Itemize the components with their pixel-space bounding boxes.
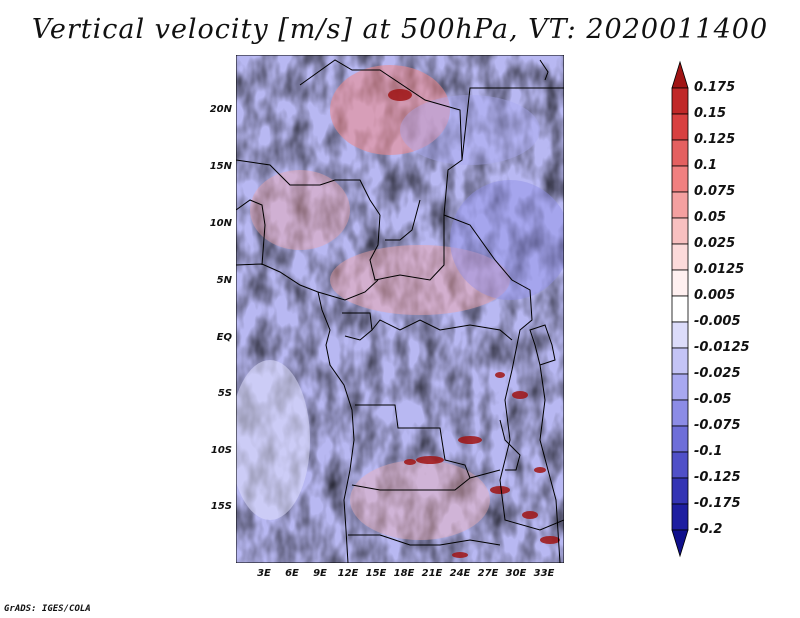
lon-label: 18E (393, 568, 415, 579)
lon-label: 27E (477, 568, 499, 579)
colorbar-bin (671, 425, 689, 453)
colorbar-bin (671, 347, 689, 375)
colorbar-label: 0.15 (694, 106, 727, 121)
colorbar-bin (671, 477, 689, 505)
colorbar-bin (671, 321, 689, 349)
lat-label: 15N (209, 161, 232, 172)
colorbar-label: -0.05 (694, 392, 732, 407)
country-borders (236, 59, 564, 563)
colorbar-label: -0.125 (694, 470, 741, 485)
lon-label: 24E (449, 568, 471, 579)
colorbar-bin (671, 269, 689, 297)
colorbar-label: 0.05 (694, 210, 727, 225)
colorbar-label: 0.1 (694, 158, 718, 173)
chart-title: Vertical velocity [m/s] at 500hPa, VT: 2… (31, 14, 769, 45)
lat-label: 5N (216, 275, 232, 286)
colorbar-bin (671, 451, 689, 479)
colorbar-bin (671, 243, 689, 271)
colorbar-bin (671, 399, 689, 427)
colorbar-label: -0.0125 (694, 340, 750, 355)
colorbar-label: 0.025 (694, 236, 736, 251)
colorbar-bin (671, 87, 689, 115)
colorbar-bin (671, 295, 689, 323)
colorbar-bin (671, 60, 689, 89)
colorbar-label: 0.175 (694, 80, 736, 95)
colorbar-bin (671, 373, 689, 401)
colorbar-label: -0.025 (694, 366, 741, 381)
lon-label: 6E (285, 568, 299, 579)
colorbar-bin (671, 139, 689, 167)
lon-label: 15E (365, 568, 387, 579)
colorbar-bin (671, 529, 689, 558)
colorbar-bin (671, 503, 689, 531)
colorbar-label: 0.075 (694, 184, 736, 199)
lon-label: 33E (533, 568, 555, 579)
colorbar-bin (671, 217, 689, 245)
colorbar-label: -0.075 (694, 418, 741, 433)
colorbar-label: 0.0125 (694, 262, 745, 277)
colorbar-label: -0.005 (694, 314, 741, 329)
lon-label: 30E (505, 568, 527, 579)
lat-label: EQ (216, 332, 232, 343)
colorbar-label: -0.175 (694, 496, 741, 511)
lon-label: 12E (337, 568, 359, 579)
lat-label: 5S (217, 388, 232, 399)
colorbar-label: -0.1 (694, 444, 723, 459)
colorbar (671, 60, 689, 558)
colorbar-label: -0.2 (694, 522, 723, 537)
vertical-velocity-field (236, 55, 564, 563)
lat-label: 10S (210, 445, 232, 456)
lat-label: 10N (209, 218, 232, 229)
colorbar-label: 0.005 (694, 288, 736, 303)
lat-label: 20N (209, 104, 232, 115)
colorbar-bin (671, 113, 689, 141)
colorbar-bin (671, 191, 689, 219)
lon-label: 9E (313, 568, 327, 579)
lon-label: 3E (257, 568, 271, 579)
colorbar-bin (671, 165, 689, 193)
colorbar-label: 0.125 (694, 132, 736, 147)
lat-label: 15S (210, 501, 232, 512)
credit-footer: GrADS: IGES/COLA (4, 604, 91, 614)
lon-label: 21E (421, 568, 443, 579)
